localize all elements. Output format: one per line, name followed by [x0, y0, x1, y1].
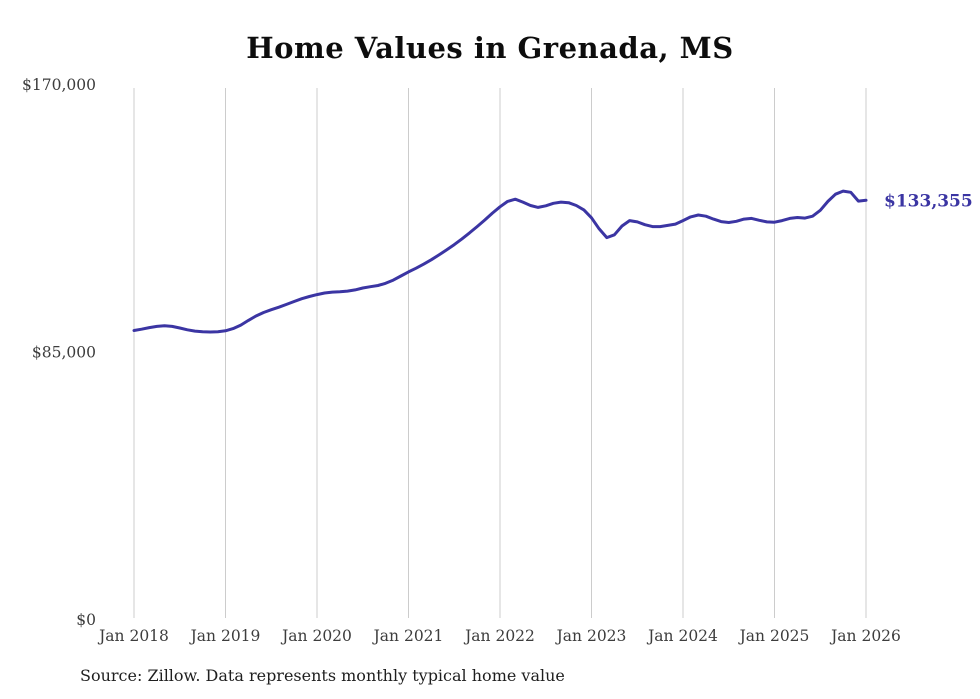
x-tick-label: Jan 2026 — [829, 627, 901, 645]
x-tick-label: Jan 2024 — [646, 627, 718, 645]
x-tick-label: Jan 2022 — [463, 627, 535, 645]
x-tick-label: Jan 2019 — [189, 627, 261, 645]
chart-title: Home Values in Grenada, MS — [246, 31, 734, 65]
x-tick-label: Jan 2025 — [738, 627, 810, 645]
x-tick-label: Jan 2020 — [280, 627, 352, 645]
y-tick-label: $170,000 — [22, 76, 96, 94]
current-value-label: $133,355 — [884, 191, 973, 211]
y-tick-label: $85,000 — [32, 344, 96, 362]
x-tick-label: Jan 2018 — [97, 627, 169, 645]
y-tick-label: $0 — [76, 611, 96, 629]
x-tick-label: Jan 2023 — [555, 627, 627, 645]
x-tick-label: Jan 2021 — [372, 627, 444, 645]
source-note: Source: Zillow. Data represents monthly … — [80, 666, 565, 685]
home-value-line — [132, 189, 868, 334]
